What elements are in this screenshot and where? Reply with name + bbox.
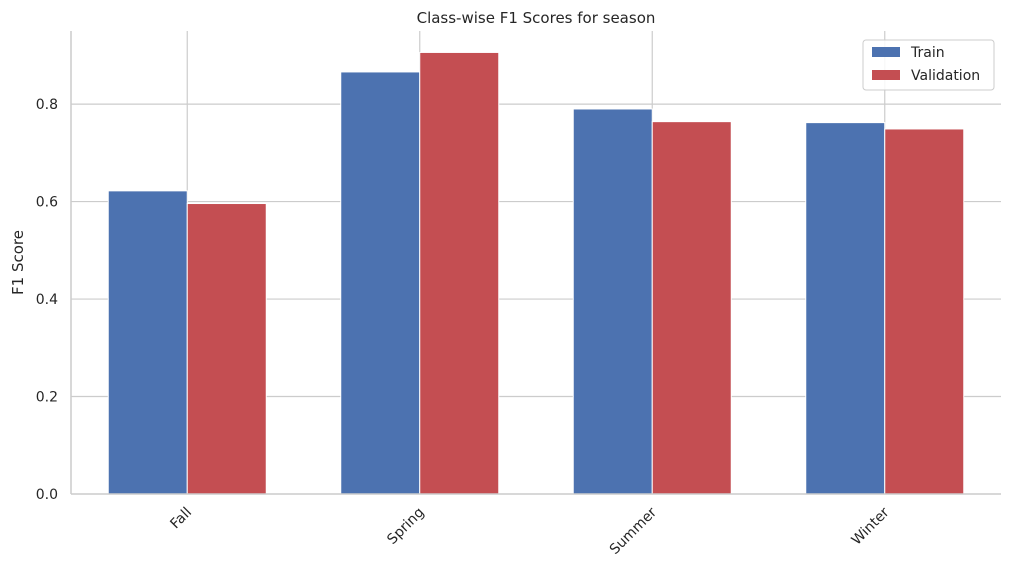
x-tick-labels: Fall Spring Summer Winter xyxy=(167,504,892,557)
bar-validation-fall xyxy=(186,203,267,495)
legend: Train Validation xyxy=(862,39,995,91)
legend-label-validation: Validation xyxy=(911,68,980,84)
legend-items: Train Validation xyxy=(872,45,980,84)
x-tick-label: Winter xyxy=(849,504,893,548)
legend-swatch-validation xyxy=(872,70,900,80)
chart-title: Class-wise F1 Scores for season xyxy=(417,9,656,27)
y-tick-label: 0.2 xyxy=(36,390,58,406)
bar-train-spring xyxy=(340,71,421,495)
bar-validation-spring xyxy=(419,51,500,495)
bar-validation-winter xyxy=(884,128,965,495)
axes xyxy=(70,31,1001,495)
bar-train-fall xyxy=(107,190,188,495)
y-tick-labels: 0.0 0.2 0.4 0.6 0.8 xyxy=(36,97,58,503)
y-tick-label: 0.6 xyxy=(36,195,58,211)
legend-label-train: Train xyxy=(910,45,945,61)
x-tick-label: Fall xyxy=(167,505,195,533)
x-tick-label: Summer xyxy=(607,504,660,557)
y-tick-label: 0.4 xyxy=(36,292,58,308)
bar-train-summer xyxy=(572,108,653,495)
x-tick-label: Spring xyxy=(384,505,427,548)
legend-swatch-train xyxy=(872,47,900,57)
bars xyxy=(107,51,965,495)
bar-train-winter xyxy=(805,122,886,495)
bar-validation-summer xyxy=(651,121,732,495)
y-tick-label: 0.0 xyxy=(36,487,58,503)
y-tick-label: 0.8 xyxy=(36,97,58,113)
y-axis-label: F1 Score xyxy=(9,230,27,295)
